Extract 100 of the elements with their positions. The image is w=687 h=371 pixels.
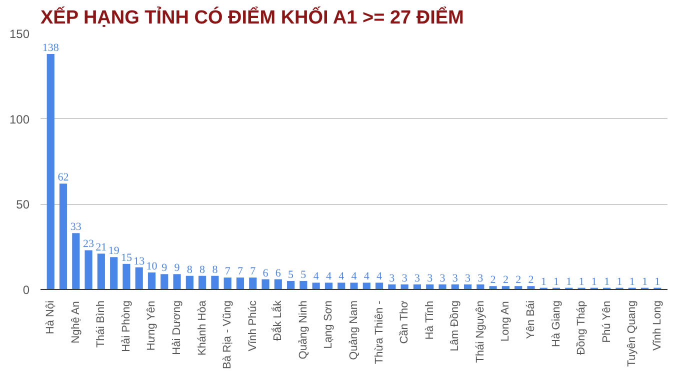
data-label: 7	[237, 266, 244, 278]
x-tick-label: Quảng Ninh	[297, 300, 310, 360]
data-label: 4	[338, 270, 345, 283]
data-label: 3	[402, 272, 408, 284]
x-tick-label: Hà Giang	[550, 300, 562, 347]
x-tick-label: Nghệ An	[70, 301, 82, 344]
bar	[211, 276, 219, 290]
bar	[300, 280, 308, 290]
data-label: 1	[566, 276, 572, 288]
x-tick-label: Cần Thơ	[398, 300, 411, 344]
data-label: 21	[96, 242, 107, 254]
bar	[97, 254, 105, 290]
data-label: 33	[70, 221, 82, 234]
bar	[338, 282, 346, 290]
data-label: 4	[313, 270, 320, 283]
bar	[312, 282, 320, 290]
data-label: 1	[604, 276, 610, 288]
data-label: 1	[642, 276, 648, 288]
data-label: 3	[452, 272, 458, 284]
data-label: 3	[389, 272, 396, 284]
bar	[362, 282, 370, 290]
data-label: 4	[351, 270, 358, 283]
data-label: 4	[364, 270, 370, 283]
x-tick-label: Vĩnh Long	[651, 300, 664, 351]
data-label: 23	[83, 238, 95, 250]
data-label: 5	[300, 268, 307, 281]
data-label: 62	[58, 172, 69, 184]
x-tick-label: Yên Bái	[524, 300, 537, 340]
data-label: 6	[275, 267, 282, 280]
data-label: 1	[554, 276, 560, 288]
data-label: 4	[326, 270, 332, 283]
data-label: 1	[578, 276, 584, 288]
x-tick-label: Hà Tĩnh	[424, 300, 436, 340]
data-label: 3	[427, 272, 434, 284]
bar	[350, 282, 358, 290]
bar	[527, 286, 535, 290]
data-label: 2	[516, 274, 522, 286]
bar	[224, 278, 232, 290]
bar	[148, 272, 156, 290]
bar	[438, 284, 446, 290]
bar	[324, 282, 333, 290]
data-label: 7	[224, 266, 231, 278]
data-label: 2	[528, 274, 534, 286]
bar	[59, 184, 68, 290]
bar	[72, 233, 80, 290]
data-label: 8	[186, 264, 193, 276]
data-label: 6	[262, 267, 269, 280]
data-label: 19	[108, 245, 120, 258]
data-label: 4	[376, 270, 383, 283]
bar	[186, 276, 194, 290]
data-label: 3	[414, 272, 420, 284]
data-label: 1	[654, 276, 660, 288]
x-tick-label: Quảng Nam	[348, 300, 360, 360]
x-tick-label: Phú Yên	[600, 300, 613, 343]
data-label: 9	[162, 262, 168, 274]
data-label: 9	[174, 262, 180, 274]
bar	[274, 279, 282, 290]
bar	[160, 274, 168, 290]
data-label: 2	[502, 274, 508, 286]
bar	[110, 257, 118, 290]
bar	[249, 278, 257, 290]
x-tick-label: Thái Bình	[95, 300, 108, 348]
y-tick-label: 150	[9, 27, 30, 41]
data-label: 2	[490, 274, 496, 286]
x-tick-label: Thái Nguyên	[474, 300, 486, 363]
bar	[236, 278, 244, 290]
x-tick-label: Tuyên Quang	[626, 300, 638, 367]
bar	[135, 267, 143, 290]
data-label: 10	[146, 260, 158, 272]
x-tick-label: Khánh Hòa	[196, 300, 208, 356]
data-label: 1	[616, 276, 622, 288]
data-label: 138	[42, 42, 60, 54]
bar	[287, 280, 295, 290]
bar	[46, 54, 54, 290]
x-tick-label: Đắk Lắk	[271, 300, 284, 341]
bar	[262, 279, 270, 290]
bar	[84, 250, 92, 290]
y-tick-label: 50	[16, 198, 30, 212]
x-tick-label: Hưng Yên	[146, 300, 158, 351]
x-tick-label: Lạng Sơn	[322, 300, 335, 349]
data-label: 15	[120, 252, 132, 264]
x-tick-label: Hải Dương	[171, 300, 184, 355]
data-label: 1	[591, 276, 597, 288]
data-label: 8	[200, 264, 206, 276]
x-tick-label: Đồng Tháp	[576, 300, 588, 355]
x-tick-label: Long An	[500, 301, 512, 342]
bar	[198, 276, 206, 290]
data-label: 13	[134, 255, 146, 268]
data-label: 8	[212, 264, 218, 276]
data-label: 7	[250, 266, 256, 278]
bar	[173, 274, 181, 290]
x-tick-label: Hà Nội	[44, 300, 57, 334]
data-label: 3	[440, 272, 446, 284]
chart-title: XẾP HẠNG TỈNH CÓ ĐIỂM KHỐI A1 >= 27 ĐIỂM	[40, 6, 464, 28]
bar	[375, 282, 384, 290]
data-label: 1	[540, 276, 546, 288]
bar	[122, 264, 130, 290]
data-label: 3	[465, 272, 472, 284]
x-tick-label: Vĩnh Phúc	[246, 300, 259, 352]
x-tick-label: Hải Phòng	[120, 300, 132, 352]
